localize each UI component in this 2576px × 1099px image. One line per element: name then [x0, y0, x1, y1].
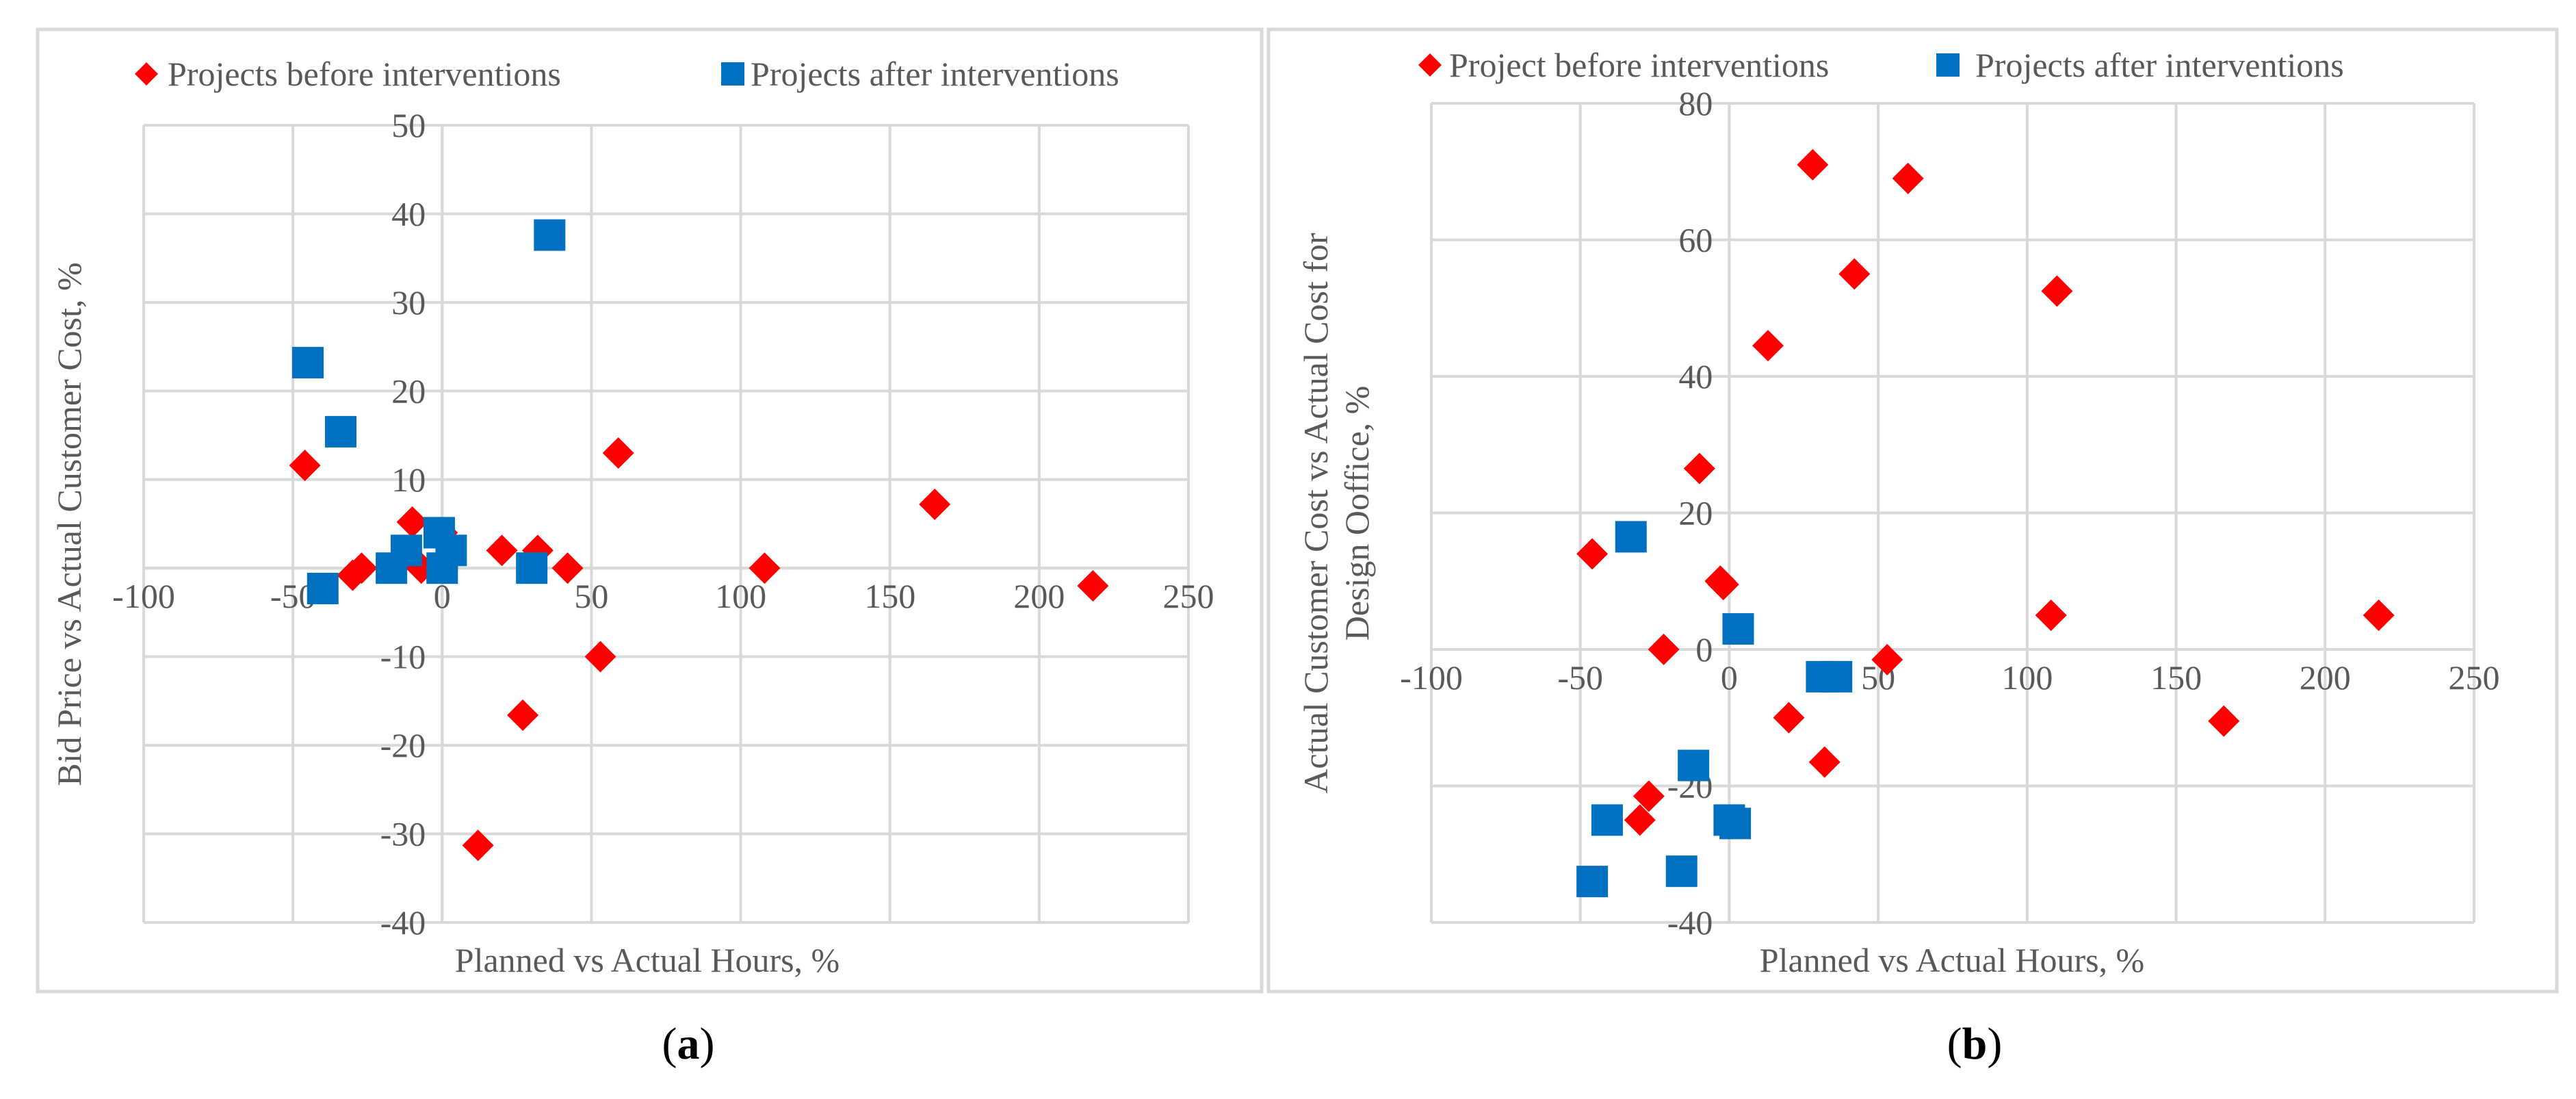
chart-b-x-tick-label: 250 [2449, 658, 2500, 697]
chart-b-point-after [1615, 521, 1647, 553]
chart-b-y-tick-label: 20 [1678, 494, 1713, 532]
chart-a-legend-marker-before [135, 62, 158, 86]
chart-b-point-after [1576, 866, 1609, 898]
chart-a-point-before [396, 506, 428, 538]
chart-b-point-before [1624, 804, 1656, 836]
chart-a-y-tick-label: 30 [391, 283, 426, 322]
chart-a-y-tick-label: -30 [380, 815, 426, 853]
chart-a-point-after [390, 534, 422, 567]
chart-a-y-tick-label: -20 [380, 726, 426, 764]
chart-b-y-tick-label: 40 [1678, 357, 1713, 396]
chart-b-x-tick-label: 100 [2001, 658, 2053, 697]
chart-a-legend-label: Projects after interventions [751, 55, 1119, 93]
chart-b-legend-label: Project before interventions [1449, 46, 1829, 84]
chart-a-point-before [289, 450, 321, 482]
chart-a-point-before [346, 552, 378, 584]
chart-b-point-after [1719, 807, 1752, 840]
chart-a-point-after [534, 219, 566, 251]
chart-b-point-after [1591, 804, 1623, 836]
chart-a-y-tick-label: -10 [380, 638, 426, 676]
panel-label-b: (b) [1947, 1019, 2003, 1069]
chart-b-point-before [2041, 275, 2073, 307]
chart-b-y-tick-label: 60 [1678, 221, 1713, 259]
chart-b-point-before [1648, 634, 1680, 665]
chart-b-point-after [1821, 660, 1853, 693]
chart-panel-b: -100 -50 0 50 100 150 200 250-40-20020406080Pla… [1266, 27, 2559, 994]
chart-b-y-tick-label: 80 [1678, 84, 1713, 122]
chart-a-frame [36, 27, 1264, 994]
chart-b-x-tick-label: -100 [1400, 658, 1463, 697]
chart-b-point-before [1871, 643, 1903, 675]
chart-b-legend-label: Projects after interventions [1975, 46, 2344, 84]
chart-a-point-before [551, 552, 584, 584]
chart-b-point-after [1665, 855, 1697, 888]
chart-b-y-tick-label: -40 [1667, 903, 1713, 942]
chart-a-point-after [307, 572, 339, 604]
chart-b-x-tick-label: -50 [1557, 658, 1603, 697]
chart-b-y-axis-title: Actual Customer Cost vs Actual Cost forD… [1297, 233, 1376, 794]
chart-b-x-tick-label: 200 [2300, 658, 2351, 697]
chart-a-x-tick-label: 50 [574, 577, 608, 615]
chart-b-x-tick-label: 150 [2150, 658, 2202, 697]
chart-a-point-after [324, 415, 356, 448]
chart-a-point-before [584, 641, 616, 673]
chart-a-x-axis-title: Planned vs Actual Hours, % [455, 941, 840, 979]
chart-b-point-before [1892, 162, 1924, 194]
chart-a-y-axis-title: Bid Price vs Actual Customer Cost, % [50, 262, 88, 786]
chart-a-x-tick-label: 250 [1163, 577, 1214, 615]
chart-b-point-before [1838, 258, 1871, 290]
chart-a-point-before [462, 829, 494, 862]
chart-b-point-before [2035, 599, 2067, 632]
chart-b-point-before [1707, 569, 1739, 601]
chart-b-x-axis-title: Planned vs Actual Hours, % [1760, 941, 2144, 979]
chart-a-point-before [602, 437, 634, 469]
chart-b-y-tick-label: 0 [1695, 630, 1713, 669]
chart-a-point-before [749, 552, 781, 584]
chart-a-y-tick-label: 10 [391, 461, 426, 499]
chart-b-x-tick-label: 0 [1721, 658, 1738, 697]
chart-b-point-before [1683, 452, 1715, 484]
chart-a-legend-marker-after [721, 62, 744, 86]
chart-b-point-after [1678, 749, 1710, 781]
chart-b-point-before [1797, 148, 1829, 181]
chart-b-legend-marker-before [1418, 53, 1442, 77]
chart-a-x-tick-label: -100 [112, 577, 175, 615]
chart-a-point-before [486, 534, 518, 567]
chart-b-frame [1266, 27, 2559, 994]
chart-b-point-before [1576, 538, 1609, 570]
chart-a-x-tick-label: 150 [864, 577, 915, 615]
chart-b-point-before [1773, 701, 1805, 734]
chart-b-point-before [1752, 330, 1784, 362]
chart-panel-a: -100 -50 0 50 100 150 200 250-40-30-20-10102030… [36, 27, 1264, 994]
chart-b-legend-marker-after [1936, 53, 1960, 77]
chart-a-point-before [919, 489, 951, 521]
chart-b-point-after [1722, 613, 1754, 645]
chart-a-point-after [516, 552, 548, 584]
chart-b-point-before [2363, 599, 2395, 632]
chart-a-x-tick-label: 200 [1013, 577, 1065, 615]
chart-a-x-tick-label: 100 [715, 577, 766, 615]
chart-a-point-after [435, 534, 467, 567]
chart-a-y-tick-label: 20 [391, 372, 426, 410]
chart-a-y-tick-label: 50 [391, 106, 426, 144]
chart-a-point-after [291, 346, 324, 378]
chart-a-point-before [507, 699, 539, 732]
panel-label-a: (a) [662, 1019, 715, 1069]
chart-b-point-before [1632, 780, 1665, 812]
chart-b-point-before [1808, 746, 1840, 778]
chart-b-point-before [2208, 705, 2240, 737]
chart-a-legend-label: Projects before interventions [168, 55, 561, 93]
chart-a-y-tick-label: 40 [391, 194, 426, 233]
chart-a-y-tick-label: -40 [380, 903, 426, 942]
chart-a-point-before [1077, 570, 1109, 602]
